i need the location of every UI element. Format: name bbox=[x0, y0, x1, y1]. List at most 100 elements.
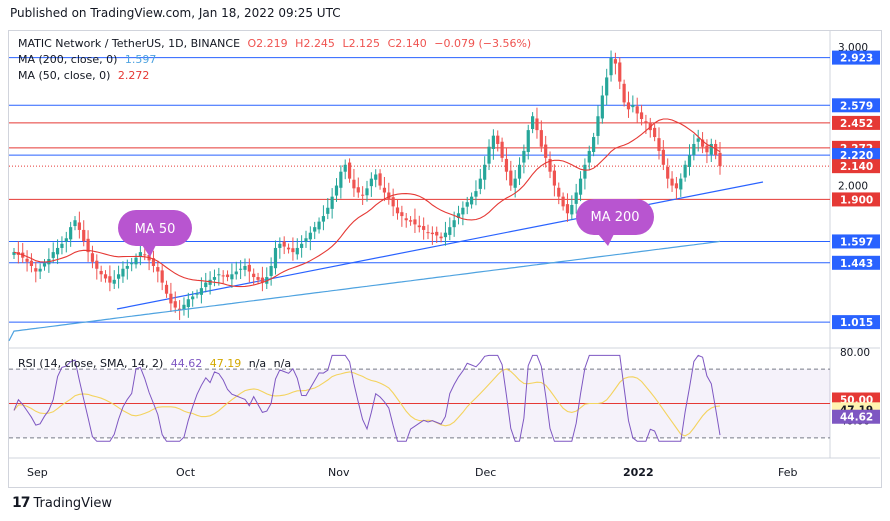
chart-frame[interactable] bbox=[8, 30, 882, 488]
candle-body bbox=[361, 194, 365, 196]
candle-body bbox=[535, 118, 539, 131]
candle-body bbox=[143, 254, 147, 256]
candle-body bbox=[674, 183, 679, 189]
candle-body bbox=[95, 260, 99, 269]
candle-body bbox=[456, 213, 461, 219]
candle-body bbox=[583, 164, 587, 179]
candle-body bbox=[321, 216, 326, 222]
candle-body bbox=[387, 192, 391, 200]
candle-body bbox=[326, 207, 330, 214]
candle-body bbox=[204, 282, 208, 288]
level-tag-1.443 bbox=[832, 255, 880, 270]
candle-body bbox=[635, 106, 639, 114]
legend-rsi-sma-value: 47.19 bbox=[209, 357, 242, 370]
candle-body bbox=[626, 102, 631, 110]
candle-body bbox=[221, 275, 225, 277]
x-tick-2022: 2022 bbox=[623, 466, 654, 479]
level-tag-2.452 bbox=[832, 115, 880, 130]
x-tick-oct: Oct bbox=[176, 466, 196, 479]
candle-body bbox=[51, 252, 55, 258]
rsi-tag-rsi-label: 44.62 bbox=[840, 412, 873, 424]
candle-body bbox=[156, 267, 160, 272]
candle-body bbox=[347, 162, 352, 179]
candle-body bbox=[504, 158, 509, 172]
rising-trendline bbox=[116, 181, 764, 310]
ma200-annotation: MA 200 bbox=[590, 210, 639, 225]
legend-rsi-value: 44.62 bbox=[170, 357, 203, 370]
candle-body bbox=[317, 221, 321, 230]
candle-body bbox=[496, 135, 500, 144]
candle-body bbox=[112, 279, 116, 284]
candle-body bbox=[491, 135, 495, 149]
candle-body bbox=[230, 274, 234, 280]
footer-brand-text: TradingView bbox=[33, 495, 113, 511]
candle-body bbox=[670, 178, 674, 186]
legend-symbol[interactable]: MATIC Network / TetherUS, 1D, BINANCE bbox=[18, 37, 241, 50]
candle-body bbox=[121, 268, 125, 277]
candle-body bbox=[679, 178, 683, 190]
candle-body bbox=[247, 264, 251, 272]
footer-brand[interactable]: 17 TradingView bbox=[12, 495, 112, 511]
candle-body bbox=[448, 227, 452, 235]
candle-body bbox=[526, 130, 530, 153]
candle-body bbox=[587, 150, 591, 163]
candle-body bbox=[191, 296, 195, 300]
candle-body bbox=[408, 220, 413, 222]
legend-ma200-row[interactable]: MA (200, close, 0) 1.597 bbox=[18, 53, 160, 66]
legend-open: O2.219 bbox=[247, 37, 288, 50]
candle-body bbox=[343, 164, 347, 172]
candle-body bbox=[116, 274, 121, 279]
candle-body bbox=[182, 304, 186, 310]
level-tag-label-2.452: 2.452 bbox=[840, 118, 873, 130]
candle-body bbox=[714, 143, 718, 156]
legend-rsi-label: RSI (14, close, SMA, 14, 2) bbox=[18, 357, 164, 370]
candle-body bbox=[600, 95, 604, 119]
legend-symbol-row: MATIC Network / TetherUS, 1D, BINANCE O2… bbox=[18, 37, 535, 50]
candle-body bbox=[426, 232, 430, 234]
candle-body bbox=[531, 116, 535, 130]
candle-body bbox=[509, 170, 513, 186]
candle-body bbox=[613, 59, 618, 64]
candle-body bbox=[291, 248, 295, 253]
level-tag-label-2.140: 2.140 bbox=[840, 161, 873, 173]
candle-body bbox=[208, 279, 212, 285]
candle-body bbox=[487, 146, 491, 164]
candle-body bbox=[596, 116, 600, 136]
candle-body bbox=[570, 204, 574, 215]
legend-low: L2.125 bbox=[342, 37, 381, 50]
x-tick-nov: Nov bbox=[328, 466, 350, 479]
x-tick-feb: Feb bbox=[778, 466, 798, 479]
candle-body bbox=[565, 204, 570, 214]
candle-body bbox=[687, 155, 692, 167]
candle-body bbox=[38, 268, 42, 272]
legend-rsi-row[interactable]: RSI (14, close, SMA, 14, 2) 44.62 47.19 … bbox=[18, 357, 295, 370]
candle-body bbox=[483, 164, 487, 180]
published-header: Published on TradingView.com, Jan 18, 20… bbox=[10, 6, 341, 20]
legend-ma50-row[interactable]: MA (50, close, 0) 2.272 bbox=[18, 69, 153, 82]
candle-body bbox=[631, 105, 635, 108]
candle-body bbox=[217, 274, 221, 276]
candle-body bbox=[334, 185, 339, 196]
candle-body bbox=[99, 270, 103, 275]
candle-body bbox=[199, 288, 203, 295]
candle-body bbox=[378, 173, 382, 186]
price-tick-label: 2.000 bbox=[838, 181, 868, 193]
legend-ma50-label: MA (50, close, 0) bbox=[18, 69, 111, 82]
candle-body bbox=[661, 149, 665, 165]
candle-body bbox=[439, 236, 443, 239]
candle-body bbox=[356, 187, 360, 193]
candle-body bbox=[82, 229, 86, 242]
candle-body bbox=[391, 197, 395, 207]
level-tag-label-1.015: 1.015 bbox=[840, 317, 873, 329]
candle-body bbox=[243, 265, 247, 270]
candle-body bbox=[269, 265, 273, 276]
candle-body bbox=[308, 232, 312, 240]
candle-body bbox=[369, 178, 373, 187]
ma200-line bbox=[8, 240, 721, 342]
candle-body bbox=[160, 270, 164, 283]
candle-body bbox=[313, 227, 317, 232]
candle-body bbox=[42, 263, 47, 267]
level-tag-label-1.443: 1.443 bbox=[840, 258, 873, 270]
candle-body bbox=[77, 222, 81, 230]
